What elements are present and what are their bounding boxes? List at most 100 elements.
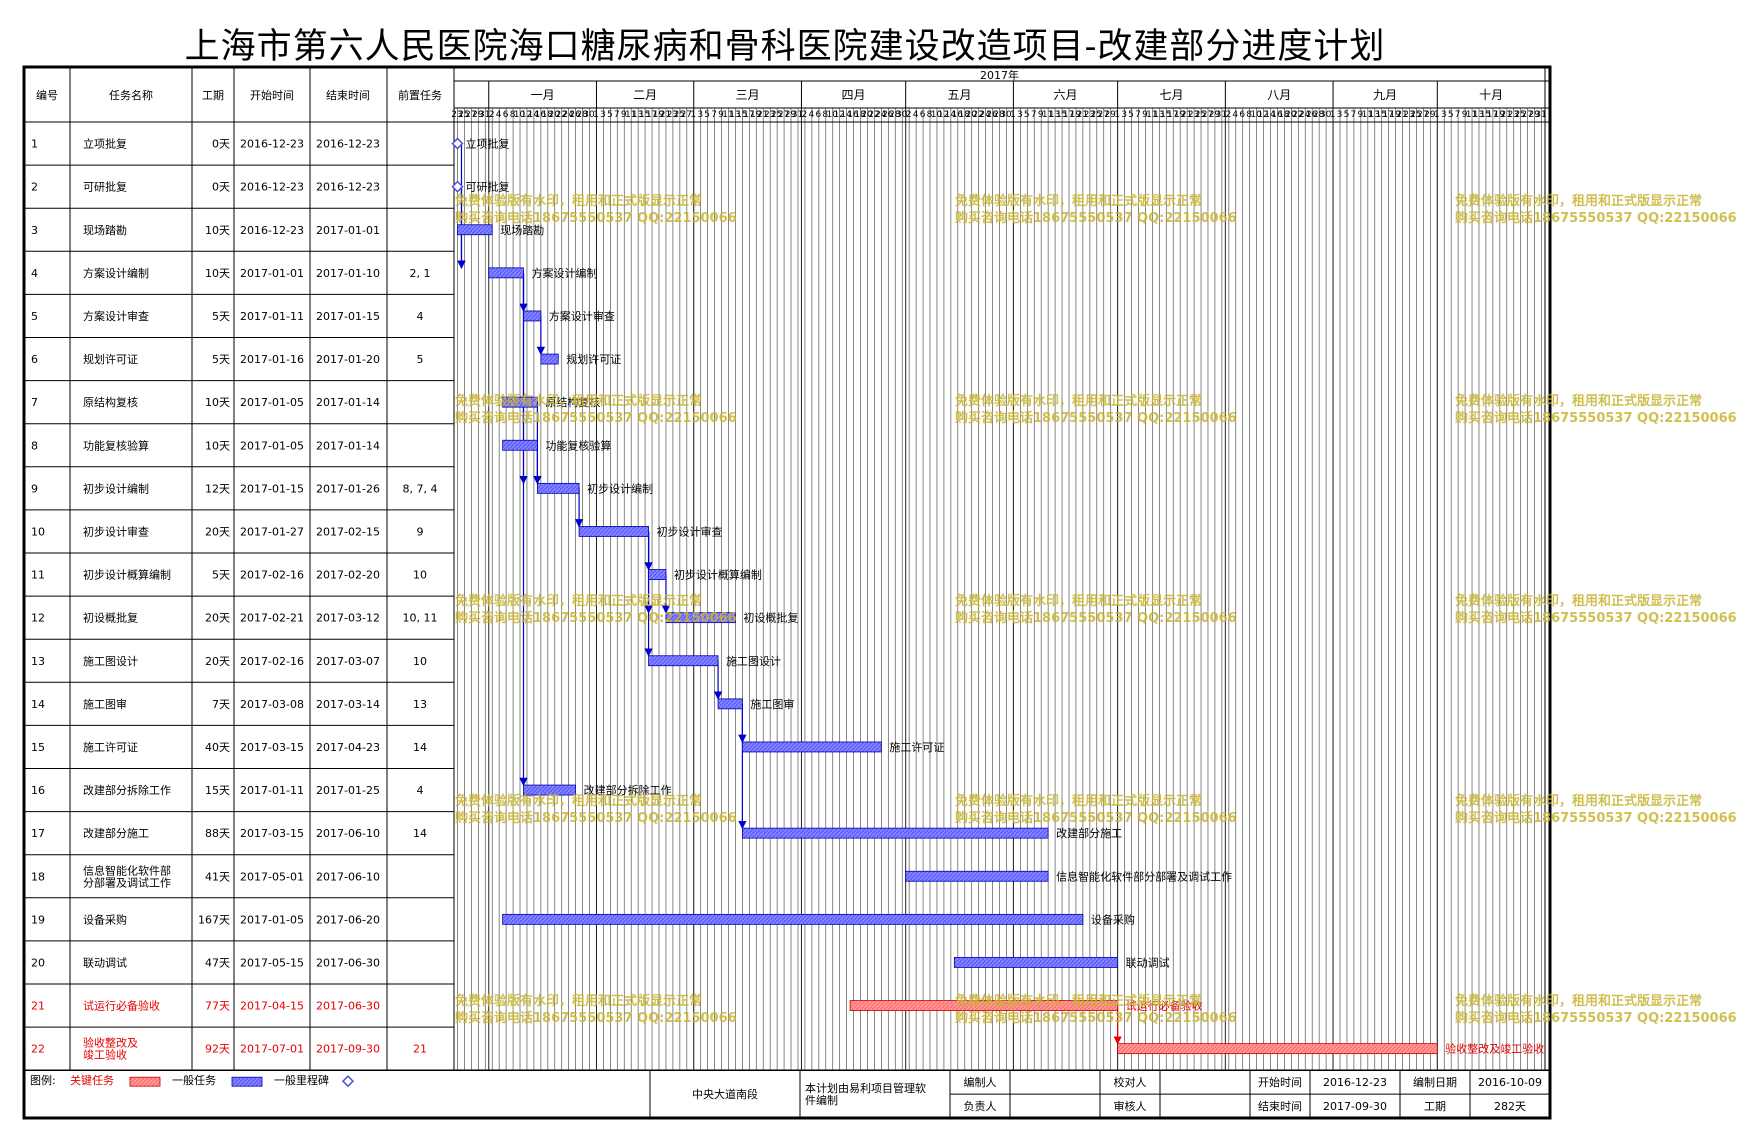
task-duration: 10天 bbox=[205, 439, 230, 452]
page-title: 上海市第六人民医院海口糖尿病和骨科医院建设改造项目-改建部分进度计划 bbox=[184, 27, 1386, 67]
day-tick-label: 4 bbox=[496, 110, 502, 120]
day-tick-label: 8 bbox=[1246, 110, 1252, 120]
task-end: 2017-01-01 bbox=[316, 224, 380, 237]
day-tick-label: 12 bbox=[938, 110, 949, 120]
task-bar bbox=[457, 224, 493, 236]
month-label: 三月 bbox=[736, 88, 760, 102]
task-bar bbox=[578, 526, 649, 537]
task-id: 2 bbox=[31, 181, 38, 194]
task-end: 2017-01-25 bbox=[316, 784, 380, 797]
task-end: 2017-02-15 bbox=[316, 525, 380, 538]
day-tick-label: 17 bbox=[1487, 110, 1498, 120]
task-bar bbox=[741, 827, 1049, 839]
task-start: 2017-05-15 bbox=[240, 956, 304, 969]
day-tick-label: 1 bbox=[1114, 110, 1120, 120]
day-tick-label: 1 bbox=[1434, 110, 1440, 120]
watermark-text: 免费体验版有水印，租用和正式版显示正常购买咨询电话18675550537 QQ:… bbox=[955, 793, 1237, 826]
watermark-text: 免费体验版有水印，租用和正式版显示正常购买咨询电话18675550537 QQ:… bbox=[1455, 993, 1737, 1026]
footer-checker-label: 校对人 bbox=[1114, 1075, 1147, 1089]
task-end: 2017-01-14 bbox=[316, 439, 380, 452]
bar-label: 功能复核验算 bbox=[545, 438, 611, 452]
bar-label: 信息智能化软件部分部署及调试工作 bbox=[1056, 869, 1232, 883]
task-id: 14 bbox=[31, 698, 45, 711]
day-tick-label: 26 bbox=[1306, 110, 1318, 120]
bar-label: 设备采购 bbox=[1091, 912, 1135, 926]
task-name: 初步设计审查 bbox=[83, 524, 149, 538]
task-name: 施工图设计 bbox=[83, 655, 138, 668]
column-header: 编号 bbox=[36, 88, 58, 102]
task-id: 10 bbox=[31, 525, 45, 538]
task-duration: 20天 bbox=[205, 612, 230, 625]
milestone-diamond bbox=[451, 180, 464, 193]
task-duration: 92天 bbox=[205, 1043, 230, 1056]
task-id: 3 bbox=[31, 224, 38, 237]
task-start: 2017-01-11 bbox=[240, 784, 304, 797]
day-tick-label: 17 bbox=[1382, 110, 1393, 120]
day-tick-label: 30 bbox=[1000, 110, 1012, 120]
day-tick-label: 17 bbox=[743, 110, 754, 120]
task-id: 6 bbox=[31, 353, 38, 366]
task-bar bbox=[523, 784, 577, 796]
task-predecessors: 2, 1 bbox=[410, 267, 431, 280]
legend-label: 图例: bbox=[30, 1073, 56, 1087]
watermark-text: 免费体验版有水印，租用和正式版显示正常购买咨询电话18675550537 QQ:… bbox=[955, 593, 1237, 626]
task-id: 4 bbox=[31, 267, 38, 280]
day-tick-label: 31 bbox=[479, 110, 490, 120]
task-id: 22 bbox=[31, 1043, 45, 1056]
task-name: 改建部分施工 bbox=[83, 826, 149, 840]
task-end: 2017-09-30 bbox=[316, 1043, 380, 1056]
day-tick-label: 20 bbox=[1285, 110, 1297, 120]
day-tick-label: 23 bbox=[451, 110, 462, 120]
year-label: 2017年 bbox=[980, 68, 1019, 82]
task-id: 21 bbox=[31, 1000, 45, 1013]
task-bar bbox=[502, 396, 538, 408]
watermark-text: 免费体验版有水印，租用和正式版显示正常购买咨询电话18675550537 QQ:… bbox=[1455, 393, 1737, 426]
task-start: 2017-03-15 bbox=[240, 741, 304, 754]
task-name: 试运行必备验收 bbox=[83, 999, 160, 1013]
day-tick-label: 11 bbox=[1146, 110, 1157, 120]
column-header: 工期 bbox=[202, 89, 224, 102]
watermark-text: 免费体验版有水印，租用和正式版显示正常购买咨询电话18675550537 QQ:… bbox=[1455, 793, 1737, 826]
task-start: 2017-01-05 bbox=[240, 396, 304, 409]
task-id: 20 bbox=[31, 956, 45, 969]
task-name: 方案设计审查 bbox=[83, 309, 149, 323]
legend-critical-label: 关键任务 bbox=[70, 1073, 114, 1087]
day-tick-label: 19 bbox=[1494, 110, 1506, 120]
day-tick-label: 15 bbox=[1056, 110, 1067, 120]
day-tick-label: 20 bbox=[549, 110, 561, 120]
day-tick-label: 14 bbox=[1264, 110, 1276, 120]
day-tick-label: 23 bbox=[1188, 110, 1199, 120]
day-tick-label: 26 bbox=[569, 110, 581, 120]
legend-critical-swatch bbox=[129, 1076, 161, 1087]
month-label: 八月 bbox=[1267, 88, 1291, 102]
day-tick-label: 17 bbox=[646, 110, 657, 120]
task-duration: 20天 bbox=[205, 655, 230, 668]
task-name: 验收整改及竣工验收 bbox=[83, 1036, 138, 1062]
day-tick-label: 11 bbox=[722, 110, 733, 120]
task-predecessors: 10 bbox=[413, 655, 427, 668]
day-tick-label: 15 bbox=[1375, 110, 1386, 120]
day-tick-label: 7 bbox=[614, 110, 620, 120]
column-header: 任务名称 bbox=[109, 88, 153, 102]
bar-label: 立项批复 bbox=[465, 137, 509, 151]
day-tick-label: 1 bbox=[690, 110, 696, 120]
task-name: 联动调试 bbox=[83, 956, 127, 969]
day-tick-label: 18 bbox=[542, 110, 554, 120]
task-predecessors: 14 bbox=[413, 741, 427, 754]
day-tick-label: 15 bbox=[639, 110, 650, 120]
day-tick-label: 24 bbox=[562, 110, 574, 120]
task-start: 2017-07-01 bbox=[240, 1043, 304, 1056]
watermark-text: 免费体验版有水印，租用和正式版显示正常购买咨询电话18675550537 QQ:… bbox=[455, 593, 737, 626]
bar-label: 改建部分拆除工作 bbox=[584, 783, 672, 797]
day-tick-label: 27 bbox=[681, 110, 692, 120]
task-name: 现场踏勘 bbox=[83, 223, 127, 237]
month-label: 六月 bbox=[1054, 88, 1078, 102]
day-tick-label: 6 bbox=[503, 110, 509, 120]
task-end: 2016-12-23 bbox=[316, 138, 380, 151]
task-end: 2017-04-23 bbox=[316, 741, 380, 754]
day-tick-label: 12 bbox=[521, 110, 532, 120]
bar-label: 初步设计审查 bbox=[657, 524, 723, 538]
footer-owner-label: 负责人 bbox=[964, 1099, 997, 1113]
footer-compile-date-value: 2016-10-09 bbox=[1478, 1076, 1542, 1089]
task-end: 2017-01-14 bbox=[316, 396, 380, 409]
